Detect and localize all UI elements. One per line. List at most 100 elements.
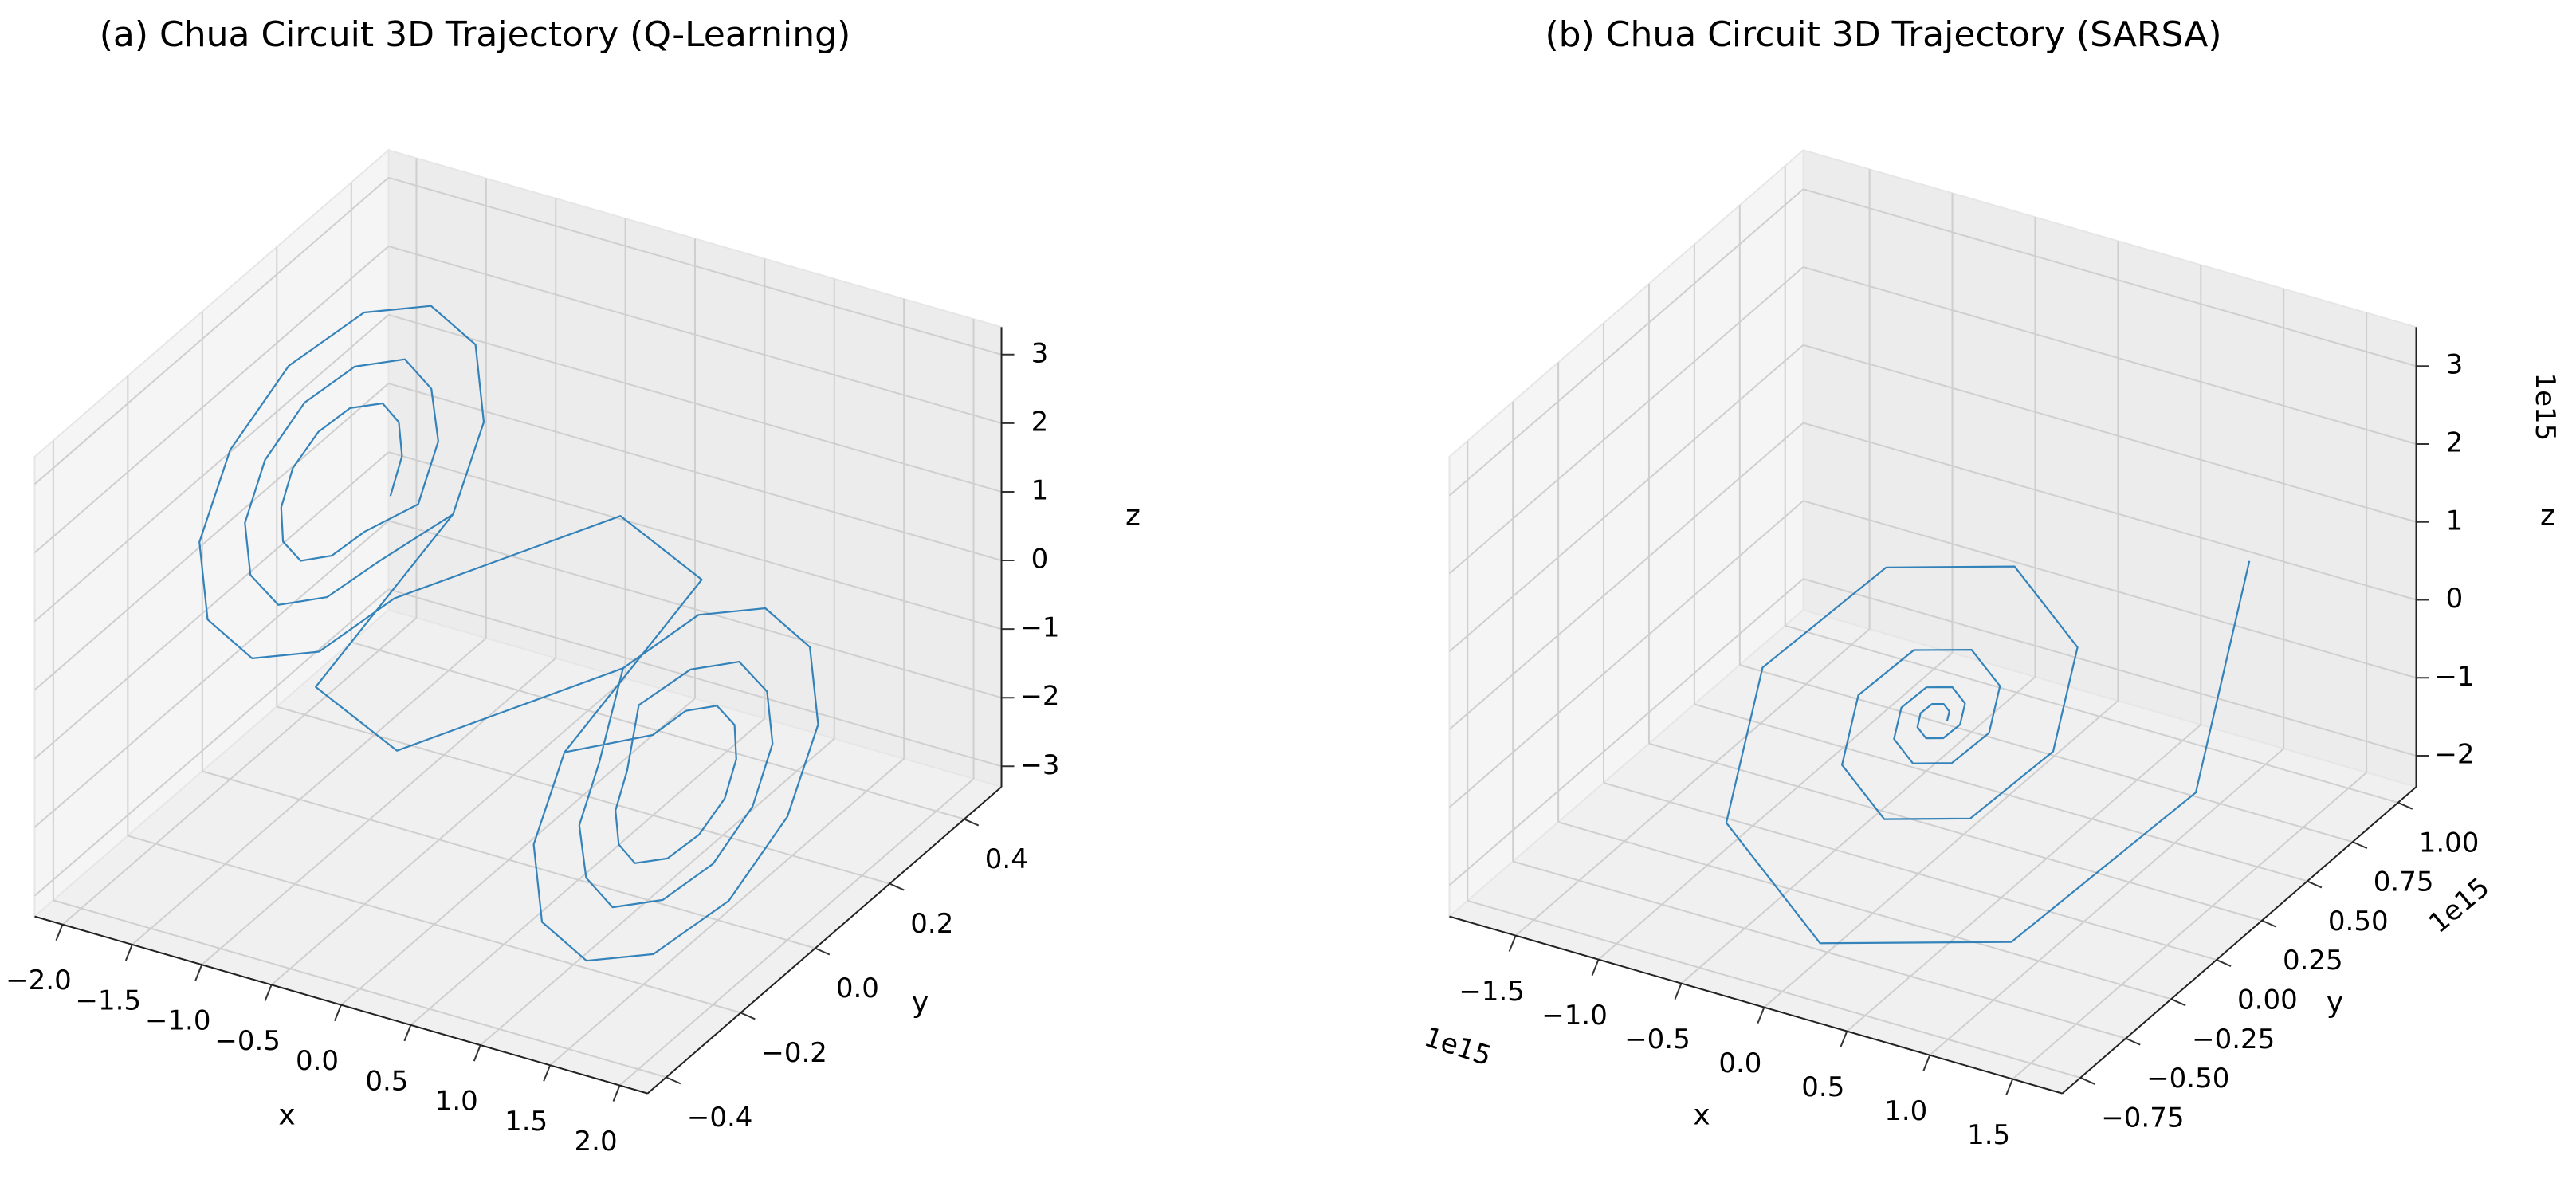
- grid-line: [388, 520, 1002, 699]
- x-tick: [194, 964, 203, 981]
- y-tick: [964, 818, 980, 827]
- grid-line: [388, 176, 1002, 356]
- x-tick: [543, 1064, 552, 1082]
- x-tick-label: −1.0: [1541, 1000, 1608, 1032]
- grid-line: [128, 835, 741, 1014]
- y-tick-label: −0.25: [2192, 1024, 2275, 1055]
- grid-line: [1448, 500, 1804, 808]
- x-tick: [1674, 983, 1683, 1000]
- grid-line: [33, 314, 390, 623]
- grid-line: [1557, 821, 2172, 1000]
- x-tick-label: −1.0: [145, 1005, 211, 1037]
- y-tick: [889, 882, 905, 891]
- y-tick-label: −0.75: [2101, 1102, 2184, 1134]
- grid-line: [1763, 700, 2119, 1008]
- x-tick: [473, 1044, 481, 1062]
- grid-line: [201, 657, 556, 965]
- y-tick: [2307, 880, 2323, 889]
- chart-title: (b) Chua Circuit 3D Trajectory (SARSA): [1545, 14, 2222, 55]
- y-tick-label: 0.00: [2237, 984, 2298, 1016]
- x-tick-label: 0.0: [296, 1045, 339, 1077]
- z-axis-label: z: [1125, 500, 1141, 533]
- y-tick-label: 0.2: [910, 908, 953, 940]
- x-tick: [1508, 935, 1517, 953]
- z-tick-label: 0: [1031, 544, 1049, 576]
- grid-line: [1648, 742, 2263, 922]
- x-tick-label: 0.0: [1718, 1047, 1761, 1079]
- grid-line: [340, 698, 696, 1006]
- grid-line: [1739, 664, 2354, 843]
- axes-3d: (b) Chua Circuit 3D Trajectory (SARSA) −1…: [1420, 14, 2561, 1151]
- y-tick: [2216, 959, 2232, 967]
- grid-line: [61, 617, 418, 926]
- x-tick-label: 1.0: [1884, 1095, 1927, 1127]
- grid-line: [1680, 676, 2036, 984]
- x-axis-label: x: [278, 1099, 295, 1132]
- grid-line: [1597, 652, 1954, 961]
- grid-line: [33, 246, 390, 554]
- y-tick: [740, 1012, 756, 1020]
- grid-line: [618, 778, 975, 1087]
- y-axis-line: [646, 786, 1003, 1095]
- grid-line: [1803, 188, 2417, 367]
- grid-line: [388, 383, 1002, 562]
- y-tick: [2125, 1037, 2141, 1046]
- x-tick: [264, 984, 273, 1001]
- grid-line: [33, 588, 390, 897]
- y-tick: [815, 947, 831, 956]
- y-tick: [2261, 919, 2277, 928]
- x-tick-label: −1.5: [76, 984, 142, 1016]
- z-tick-label: −1: [2434, 661, 2474, 693]
- x-tick-label: 1.5: [505, 1106, 548, 1138]
- grid-line: [33, 383, 390, 691]
- z-tick-label: 1: [2446, 505, 2464, 536]
- z-offset-label: 1e15: [2529, 372, 2561, 441]
- z-tick-label: 3: [1031, 337, 1049, 369]
- z-tick-label: 0: [2446, 583, 2464, 615]
- y-tick: [666, 1076, 681, 1085]
- grid-line: [1803, 266, 2417, 445]
- grid-line: [33, 451, 390, 760]
- x-tick-label: 2.0: [575, 1126, 618, 1157]
- grid-line: [1448, 266, 1804, 575]
- grid-line: [270, 678, 626, 986]
- y-tick-label: 0.0: [836, 973, 879, 1004]
- z-tick-label: 2: [2446, 427, 2464, 459]
- grid-line: [53, 899, 667, 1079]
- x-tick-label: −0.5: [214, 1025, 281, 1057]
- grid-line: [388, 245, 1002, 424]
- grid-line: [1467, 899, 2081, 1079]
- y-axis-label: y: [912, 986, 929, 1019]
- z-tick-label: −2: [2434, 739, 2474, 771]
- z-tick-label: 2: [1031, 406, 1049, 438]
- x-tick: [2005, 1079, 2014, 1096]
- grid-line: [33, 177, 390, 485]
- grid-line: [202, 770, 816, 949]
- grid-line: [1803, 578, 2417, 757]
- x-axis-label: x: [1693, 1099, 1710, 1132]
- x-tick-label: −1.5: [1459, 976, 1525, 1008]
- y-tick: [2079, 1076, 2095, 1085]
- z-tick-label: 3: [2446, 349, 2464, 381]
- x-tick-label: 0.5: [1801, 1071, 1844, 1103]
- trajectory: [198, 305, 819, 962]
- y-tick-label: 0.4: [985, 843, 1028, 875]
- grid-line: [549, 758, 905, 1067]
- x-tick: [1591, 959, 1600, 977]
- y-tick-label: −0.4: [687, 1102, 753, 1134]
- x-tick: [1757, 1007, 1765, 1024]
- y-axis-label: y: [2327, 986, 2343, 1019]
- x-tick: [1840, 1031, 1848, 1048]
- grid-line: [2012, 772, 2367, 1080]
- x-tick: [612, 1085, 621, 1102]
- x-axis-line: [34, 915, 648, 1095]
- axes-3d: (a) Chua Circuit 3D Trajectory (Q-Learni…: [6, 14, 1141, 1157]
- grid-line: [1803, 422, 2417, 601]
- x-tick: [124, 944, 133, 961]
- y-tick-label: −0.50: [2146, 1063, 2229, 1095]
- z-axis-label: z: [2540, 500, 2555, 533]
- y-tick-label: 0.25: [2283, 945, 2343, 977]
- grid-line: [1448, 578, 1804, 886]
- x-tick: [55, 924, 64, 941]
